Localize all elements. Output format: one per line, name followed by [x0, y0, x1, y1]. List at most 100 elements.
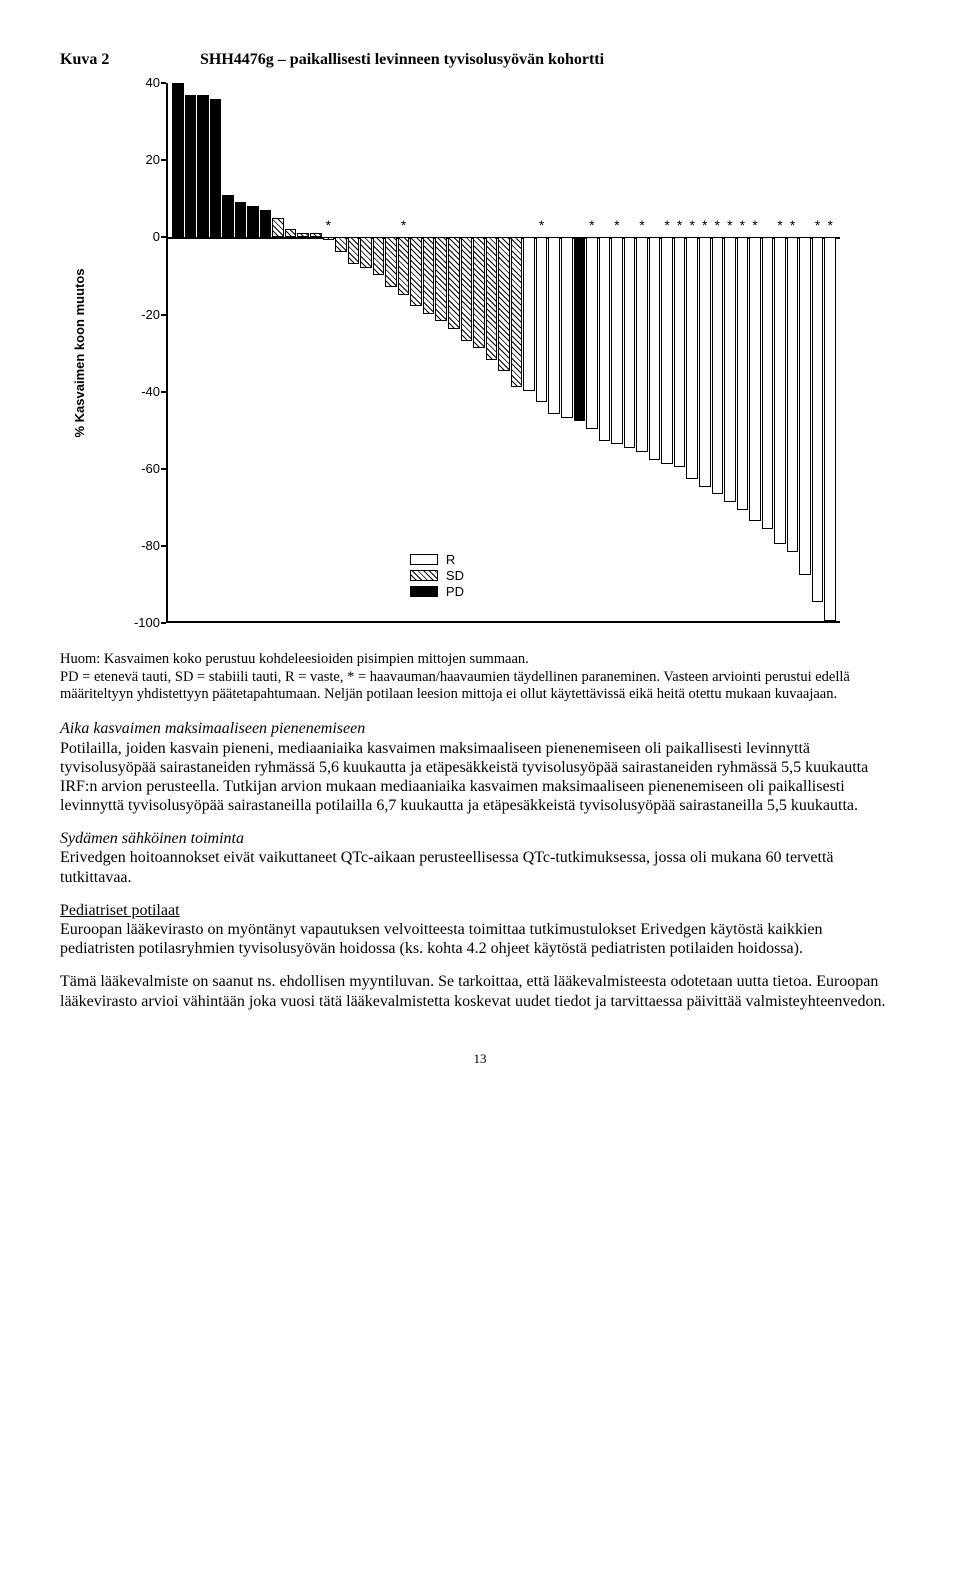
paragraph-time-to-shrinkage: Aika kasvaimen maksimaaliseen pienenemis… — [60, 719, 900, 815]
star-marker-icon: * — [715, 218, 720, 232]
section-heading: Aika kasvaimen maksimaaliseen pienenemis… — [60, 720, 365, 737]
chart-bar: * — [712, 83, 724, 621]
y-tick-label: -80 — [141, 538, 160, 554]
chart-bar — [511, 83, 523, 621]
chart-bar: * — [787, 83, 799, 621]
chart-bar: * — [824, 83, 836, 621]
page-number: 13 — [60, 1051, 900, 1067]
chart-bar — [423, 83, 435, 621]
chart-bar — [473, 83, 485, 621]
chart-bar — [435, 83, 447, 621]
star-marker-icon: * — [740, 218, 745, 232]
chart-bar — [574, 83, 586, 621]
chart-y-axis-label: % Kasvaimen koon muutos — [72, 269, 88, 438]
star-marker-icon: * — [790, 218, 795, 232]
chart-bar: * — [812, 83, 824, 621]
chart-bar — [185, 83, 197, 621]
chart-bar: * — [661, 83, 673, 621]
chart-bar — [561, 83, 573, 621]
chart-bar: * — [586, 83, 598, 621]
legend-label: SD — [446, 568, 464, 584]
star-marker-icon: * — [827, 218, 832, 232]
section-heading: Sydämen sähköinen toiminta — [60, 830, 244, 847]
chart-bar: * — [611, 83, 623, 621]
figure-label: Kuva 2 — [60, 50, 200, 69]
chart-bar — [461, 83, 473, 621]
chart-bar — [222, 83, 234, 621]
chart-bar: * — [749, 83, 761, 621]
paragraph-conditional-approval: Tämä lääkevalmiste on saanut ns. ehdolli… — [60, 972, 900, 1010]
chart-bar — [310, 83, 322, 621]
chart-bar: * — [323, 83, 335, 621]
paragraph-text: Erivedgen hoitoannokset eivät vaikuttane… — [60, 849, 834, 885]
chart-bar: * — [398, 83, 410, 621]
chart-bar — [260, 83, 272, 621]
chart-bar — [624, 83, 636, 621]
chart-bar: * — [686, 83, 698, 621]
paragraph-text: Tämä lääkevalmiste on saanut ns. ehdolli… — [60, 973, 886, 1009]
chart-bar: * — [737, 83, 749, 621]
chart-bar — [486, 83, 498, 621]
star-marker-icon: * — [614, 218, 619, 232]
paragraph-text: Euroopan lääkevirasto on myöntänyt vapau… — [60, 921, 822, 957]
chart-bar — [285, 83, 297, 621]
y-tick-label: -20 — [141, 307, 160, 323]
legend-label: R — [446, 552, 455, 568]
y-tick-label: 20 — [146, 153, 160, 169]
legend-item: PD — [410, 584, 464, 600]
star-marker-icon: * — [727, 218, 732, 232]
chart-bar — [649, 83, 661, 621]
chart-bar — [247, 83, 259, 621]
chart-legend: RSDPD — [410, 552, 464, 600]
chart-bar: * — [536, 83, 548, 621]
chart-bar — [799, 83, 811, 621]
y-tick-label: -60 — [141, 461, 160, 477]
star-marker-icon: * — [752, 218, 757, 232]
legend-label: PD — [446, 584, 464, 600]
chart-bar — [210, 83, 222, 621]
figure-title: SHH4476g – paikallisesti levinneen tyvis… — [200, 50, 604, 69]
chart-bar — [523, 83, 535, 621]
chart-bars: * * * * * * * * * * * * * * * * * * — [172, 83, 836, 621]
chart-bar — [410, 83, 422, 621]
chart-bar — [548, 83, 560, 621]
chart-bar — [172, 83, 184, 621]
legend-swatch-icon — [410, 586, 438, 597]
y-tick-label: 40 — [146, 75, 160, 91]
figure-header: Kuva 2 SHH4476g – paikallisesti levinnee… — [60, 50, 900, 69]
chart-bar — [335, 83, 347, 621]
chart-bar — [498, 83, 510, 621]
star-marker-icon: * — [677, 218, 682, 232]
chart-bar — [599, 83, 611, 621]
star-marker-icon: * — [326, 218, 331, 232]
chart-bar — [348, 83, 360, 621]
star-marker-icon: * — [689, 218, 694, 232]
star-marker-icon: * — [664, 218, 669, 232]
star-marker-icon: * — [777, 218, 782, 232]
paragraph-text: Potilailla, joiden kasvain pieneni, medi… — [60, 740, 868, 815]
star-marker-icon: * — [815, 218, 820, 232]
chart-bar: * — [636, 83, 648, 621]
section-heading: Pediatriset potilaat — [60, 902, 180, 919]
chart-bar — [235, 83, 247, 621]
chart-bar: * — [699, 83, 711, 621]
chart-bar — [373, 83, 385, 621]
caption-line-2: PD = etenevä tauti, SD = stabiili tauti,… — [60, 669, 850, 702]
star-marker-icon: * — [589, 218, 594, 232]
chart-bar — [197, 83, 209, 621]
star-marker-icon: * — [539, 218, 544, 232]
legend-swatch-icon — [410, 570, 438, 581]
chart-bar — [360, 83, 372, 621]
y-tick-label: 0 — [153, 230, 160, 246]
chart-bar — [762, 83, 774, 621]
chart-bar — [385, 83, 397, 621]
star-marker-icon: * — [639, 218, 644, 232]
y-tick-label: -100 — [134, 615, 160, 631]
waterfall-chart: % Kasvaimen koon muutos 40200-20-40-60-8… — [90, 83, 840, 623]
legend-item: SD — [410, 568, 464, 584]
chart-bar: * — [674, 83, 686, 621]
star-marker-icon: * — [702, 218, 707, 232]
star-marker-icon: * — [401, 218, 406, 232]
chart-bar — [297, 83, 309, 621]
caption-line-1: Huom: Kasvaimen koko perustuu kohdeleesi… — [60, 651, 529, 667]
